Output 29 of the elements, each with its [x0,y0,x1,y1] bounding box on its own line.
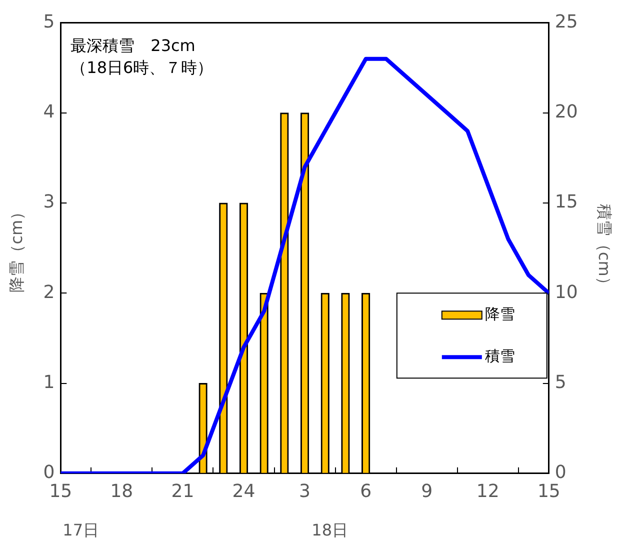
legend-label: 降雪 [484,304,515,323]
y2-tick-label: 15 [554,192,578,213]
x-tick-label: 24 [232,480,256,502]
text: 17日 [62,520,100,540]
x-tick-label: 9 [421,480,433,502]
legend-label: 積雪 [484,346,515,365]
y2-tick-label: 10 [554,282,578,303]
y-tick-label: 5 [43,11,55,32]
y2-tick-label: 5 [554,372,566,393]
annotation: 最深積雪 23cm [70,36,196,55]
y2-tick-label: 0 [554,462,566,484]
y2-tick-label: 20 [554,102,578,123]
x-tick-label: 21 [171,480,194,502]
x-tick-label: 12 [476,480,500,502]
y-tick-label: 2 [43,282,55,303]
y-tick-label: 3 [43,192,55,213]
y-tick-label: 0 [43,462,55,484]
y2-tick-label: 25 [554,11,578,32]
y-tick-label: 1 [43,372,55,393]
y2-axis-title: 積雪（cm） [595,204,614,292]
x-tick-label: 6 [360,480,372,502]
text: 18日 [312,520,348,540]
y-axis-title: 降雪（cm） [6,204,26,292]
y-tick-label: 4 [43,102,55,123]
x-tick-label: 3 [299,480,310,502]
x-tick-label: 15 [49,480,72,502]
x-tick-label: 18 [110,480,134,502]
x-tick-label: 15 [537,480,560,502]
annotation: （18日6時、７時） [70,58,214,77]
